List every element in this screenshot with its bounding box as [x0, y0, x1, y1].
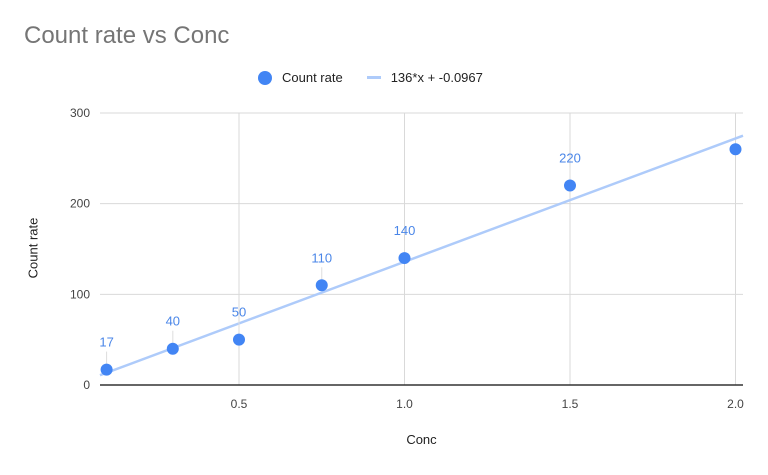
- legend: Count rate 136*x + -0.0967: [258, 70, 483, 85]
- y-axis-title: Count rate: [25, 217, 41, 279]
- gridlines: [100, 112, 743, 386]
- legend-series-marker-icon: [258, 70, 272, 85]
- data-label: 50: [232, 305, 246, 320]
- data-label: 220: [559, 151, 581, 166]
- legend-trendline-marker-icon: [366, 76, 381, 79]
- trendline: [99, 134, 744, 377]
- data-point: [233, 333, 245, 346]
- chart-title: Count rate vs Conc: [24, 22, 230, 49]
- data-label: 17: [99, 335, 113, 350]
- data-points: 17 40 50 110 140 220: [99, 143, 742, 376]
- x-tick-label: 2.0: [727, 397, 744, 411]
- legend-series-label: Count rate: [282, 70, 343, 85]
- data-label: 40: [166, 314, 180, 329]
- y-tick-label: 300: [70, 106, 90, 120]
- legend-trendline-label: 136*x + -0.0967: [390, 70, 483, 85]
- data-point: [398, 252, 411, 265]
- data-point: [100, 363, 113, 376]
- data-label: 140: [394, 223, 416, 238]
- data-point: [564, 179, 576, 192]
- data-point: [315, 279, 328, 292]
- y-tick-label: 200: [70, 197, 90, 211]
- x-axis-title: Conc: [406, 432, 437, 447]
- y-tick-label: 0: [83, 378, 90, 392]
- data-label: 110: [311, 250, 332, 265]
- y-tick-label: 100: [70, 287, 90, 301]
- x-tick-label: 1.0: [396, 397, 413, 411]
- data-point: [166, 342, 179, 355]
- axis-ticks: 0 100 200 300 0.5 1.0 1.5 2.0: [70, 106, 744, 411]
- x-tick-label: 1.5: [562, 397, 579, 411]
- trendline-path: [99, 134, 744, 377]
- data-point: [729, 143, 742, 156]
- x-tick-label: 0.5: [231, 397, 248, 411]
